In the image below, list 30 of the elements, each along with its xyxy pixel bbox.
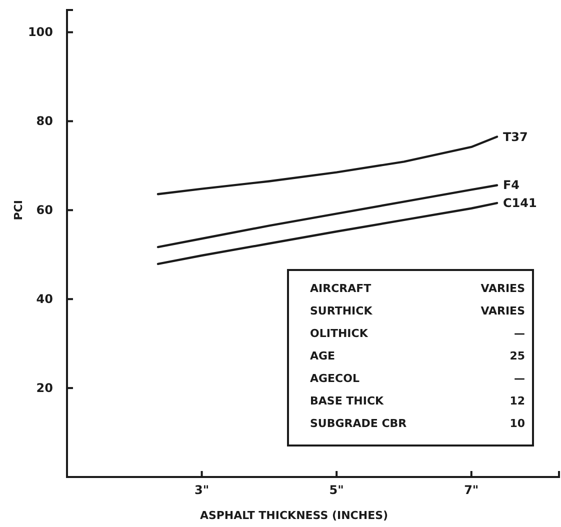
y-tick-label: 80 bbox=[36, 114, 53, 128]
annotation: SURTHICK bbox=[310, 304, 373, 318]
annotation: VARIES bbox=[480, 304, 526, 318]
annotation: SUBGRADE CBR bbox=[310, 417, 408, 430]
annotation: — bbox=[514, 372, 525, 385]
annotation: AGECOL bbox=[310, 372, 360, 385]
series-label: T37 bbox=[502, 130, 528, 144]
y-tick-label: 60 bbox=[36, 202, 53, 217]
y-tick-label: 40 bbox=[36, 292, 53, 306]
annotation: AIRCRAFT bbox=[310, 282, 372, 295]
series-label: F4 bbox=[502, 178, 520, 192]
annotation: — bbox=[514, 327, 525, 340]
x-tick-label: 3" bbox=[194, 483, 210, 497]
annotation: OLITHICK bbox=[310, 327, 368, 340]
annotation: AGE bbox=[310, 350, 336, 362]
series-label: C141 bbox=[502, 196, 537, 210]
x-axis-title: ASPHALT THICKNESS (INCHES) bbox=[200, 509, 388, 522]
y-axis-title: PCI bbox=[12, 200, 25, 220]
x-tick-label: 7" bbox=[464, 483, 479, 497]
annotation: 12 bbox=[510, 394, 525, 408]
annotation: BASE THICK bbox=[310, 394, 384, 408]
x-tick-label: 5" bbox=[329, 483, 344, 497]
y-tick-label: 20 bbox=[36, 380, 53, 395]
line-series bbox=[156, 136, 498, 196]
line-series bbox=[156, 202, 498, 266]
y-tick-label: 100 bbox=[28, 25, 53, 40]
annotation: 10 bbox=[510, 417, 526, 430]
annotation: 25 bbox=[510, 350, 525, 362]
line-series bbox=[156, 184, 498, 248]
annotation: VARIES bbox=[480, 282, 526, 295]
